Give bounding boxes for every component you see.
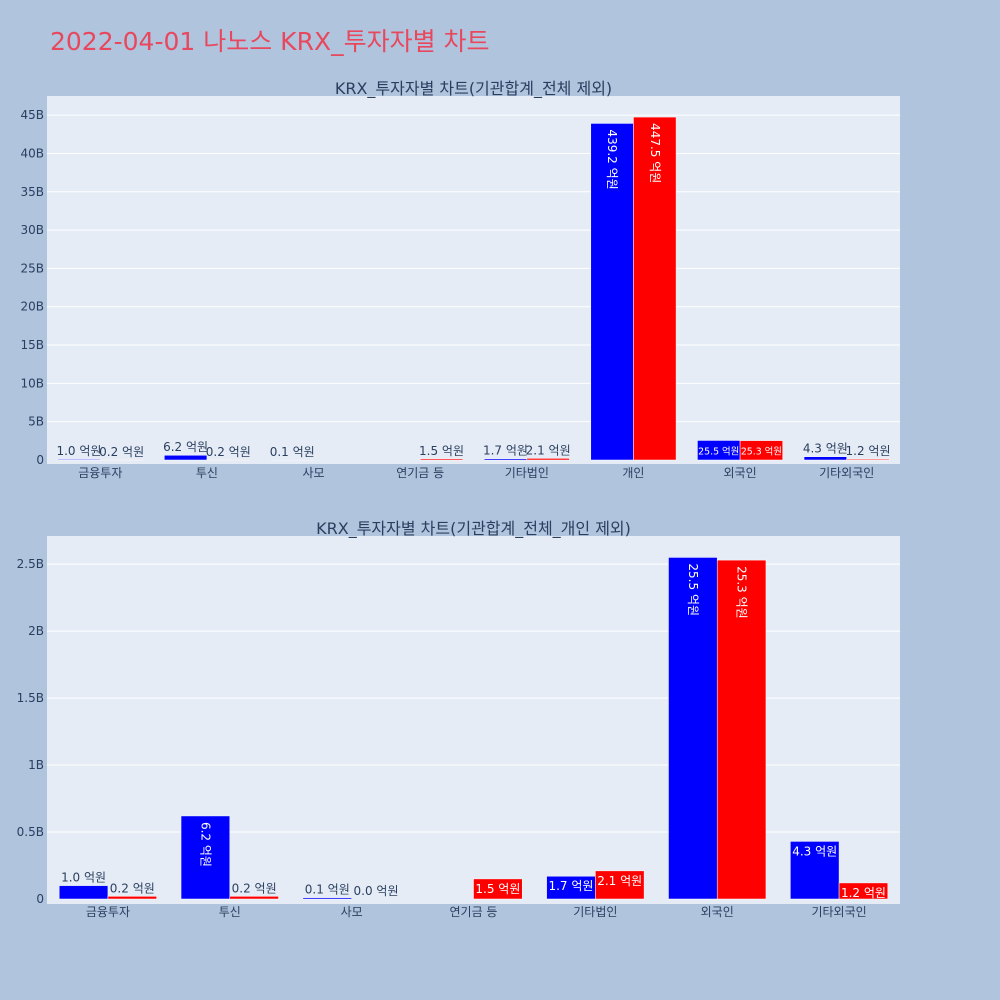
y-tick-label: 35B bbox=[20, 185, 44, 199]
chart-panel-2: KRX_투자자별 차트(기관합계_전체_개인 제외) 0 0.5B 1B 1.5B 2B 2… bbox=[17, 519, 900, 919]
data-label: 0.2 억원 bbox=[99, 445, 144, 459]
x-tick-label: 사모 bbox=[303, 466, 325, 480]
y-tick-label: 15B bbox=[20, 338, 44, 352]
data-label: 1.7 억원 bbox=[548, 879, 593, 893]
bar bbox=[633, 116, 677, 461]
data-label: 0.1 억원 bbox=[270, 445, 315, 459]
page-title: 2022-04-01 나노스 KRX_투자자별 차트 bbox=[50, 27, 490, 56]
data-label: 0.1 억원 bbox=[305, 883, 350, 897]
bar bbox=[180, 815, 231, 900]
data-label: 1.2 억원 bbox=[846, 444, 891, 458]
data-label: 25.3 억원 bbox=[735, 566, 749, 619]
chart-title: KRX_투자자별 차트(기관합계_전체_개인 제외) bbox=[316, 519, 631, 539]
y-tick-label: 10B bbox=[20, 376, 44, 390]
data-label: 447.5 억원 bbox=[648, 123, 662, 183]
chart-title: KRX_투자자별 차트(기관합계_전체 제외) bbox=[335, 79, 612, 99]
x-tick-label: 연기금 등 bbox=[450, 905, 498, 919]
data-label: 0.2 억원 bbox=[110, 881, 155, 895]
plot-area bbox=[47, 536, 900, 904]
x-tick-label: 외국인 bbox=[701, 905, 734, 919]
y-tick-label: 1.5B bbox=[17, 691, 44, 705]
x-tick-label: 금융투자 bbox=[86, 905, 130, 919]
x-tick-label: 사모 bbox=[341, 905, 363, 919]
data-label: 439.2 억원 bbox=[605, 129, 619, 189]
data-label: 25.5 억원 bbox=[698, 445, 739, 457]
x-tick-label: 기타외국인 bbox=[819, 466, 874, 480]
y-tick-label: 0.5B bbox=[17, 825, 44, 839]
chart-panel-1: KRX_투자자별 차트(기관합계_전체 제외) 0 5B 10B 15B 20B 25B 30… bbox=[20, 79, 900, 480]
data-label: 6.2 억원 bbox=[198, 822, 212, 867]
bar bbox=[739, 440, 783, 461]
x-tick-label: 외국인 bbox=[724, 466, 757, 480]
y-tick-label: 2.5B bbox=[17, 557, 44, 571]
y-tick-label: 5B bbox=[28, 415, 44, 429]
data-label: 2.1 억원 bbox=[597, 874, 642, 888]
y-tick-label: 2B bbox=[28, 624, 44, 638]
y-tick-label: 45B bbox=[20, 108, 44, 122]
x-tick-label: 개인 bbox=[622, 466, 644, 480]
bar bbox=[716, 559, 767, 900]
data-label: 0.0 억원 bbox=[354, 884, 399, 898]
bar bbox=[57, 458, 101, 461]
data-label: 2.1 억원 bbox=[526, 443, 571, 457]
data-label: 1.5 억원 bbox=[475, 882, 520, 896]
data-label: 4.3 억원 bbox=[803, 442, 848, 456]
y-tick-label: 0 bbox=[36, 453, 44, 467]
x-tick-label: 연기금 등 bbox=[396, 466, 444, 480]
bar bbox=[668, 557, 718, 900]
y-tick-label: 1B bbox=[28, 758, 44, 772]
x-tick-label: 투신 bbox=[219, 905, 241, 919]
data-label: 1.2 억원 bbox=[841, 886, 886, 900]
bar bbox=[846, 458, 890, 461]
bar bbox=[526, 458, 570, 461]
data-label: 0.2 억원 bbox=[232, 881, 277, 895]
x-tick-label: 투신 bbox=[196, 466, 218, 480]
y-tick-label: 25B bbox=[20, 261, 44, 275]
y-tick-label: 0 bbox=[36, 892, 44, 906]
data-label: 1.0 억원 bbox=[61, 871, 106, 885]
bar bbox=[302, 897, 352, 900]
bar bbox=[790, 841, 840, 900]
bar bbox=[164, 454, 208, 461]
bar bbox=[107, 896, 157, 900]
data-label: 0.2 억원 bbox=[206, 445, 251, 459]
data-label: 1.5 억원 bbox=[419, 444, 464, 458]
plot-area bbox=[47, 96, 900, 464]
y-tick-label: 40B bbox=[20, 146, 44, 160]
x-tick-label: 금융투자 bbox=[78, 466, 122, 480]
data-label: 4.3 억원 bbox=[792, 844, 837, 858]
y-tick-label: 30B bbox=[20, 223, 44, 237]
data-label: 25.5 억원 bbox=[686, 563, 700, 616]
x-tick-label: 기타법인 bbox=[505, 466, 549, 480]
x-tick-label: 기타외국인 bbox=[811, 905, 866, 919]
data-label: 1.0 억원 bbox=[56, 444, 101, 458]
bar bbox=[419, 458, 464, 461]
bar bbox=[58, 885, 109, 900]
data-label: 25.3 억원 bbox=[741, 446, 782, 458]
bar bbox=[483, 458, 528, 461]
y-tick-label: 20B bbox=[20, 300, 44, 314]
data-label: 1.7 억원 bbox=[483, 444, 528, 458]
data-label: 6.2 억원 bbox=[163, 440, 208, 454]
bar bbox=[590, 123, 634, 461]
bar bbox=[838, 882, 889, 900]
bar bbox=[473, 878, 523, 900]
x-tick-label: 기타법인 bbox=[573, 905, 617, 919]
bar bbox=[229, 896, 279, 900]
bar bbox=[595, 870, 645, 900]
bar bbox=[803, 456, 847, 461]
